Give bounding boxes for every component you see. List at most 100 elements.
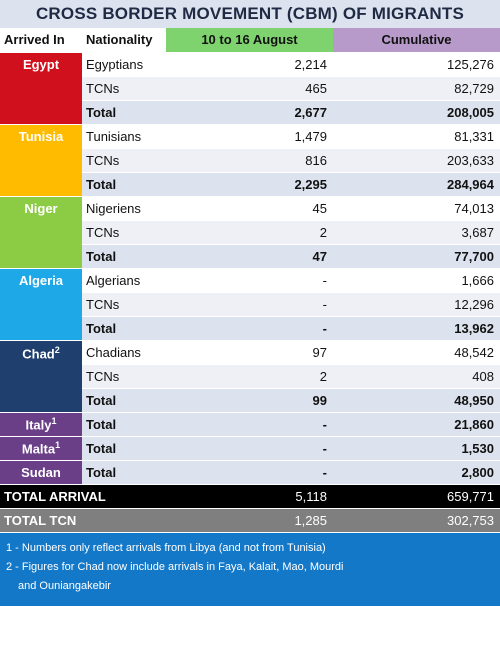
cumulative-cell: 3,687 — [333, 220, 500, 245]
nationality-cell: Total — [82, 316, 166, 341]
table-row-total: Sudan Total - 2,800 — [0, 460, 500, 485]
week-cell: - — [166, 460, 333, 485]
cumulative-cell: 81,331 — [333, 124, 500, 149]
table-row: Egypt Egyptians 2,214 125,276 — [0, 52, 500, 125]
nationality-cell: TCNs — [82, 148, 166, 173]
nationality-cell: Algerians — [82, 268, 166, 293]
table-header-row: Arrived In Nationality 10 to 16 August C… — [0, 28, 500, 53]
nationality-cell: Total — [82, 100, 166, 125]
week-cell: 47 — [166, 244, 333, 269]
total-arrival-label: TOTAL ARRIVAL — [0, 484, 166, 509]
week-cell: - — [166, 292, 333, 317]
table-row: Algeria Algerians - 1,666 — [0, 268, 500, 341]
week-cell: 45 — [166, 196, 333, 221]
table-row: TCNs - 12,296 — [0, 292, 500, 317]
cumulative-cell: 203,633 — [333, 148, 500, 173]
total-arrival-week: 5,118 — [166, 484, 333, 509]
table-row-total: Total 99 48,950 — [0, 388, 500, 413]
table-row: TCNs 465 82,729 — [0, 76, 500, 101]
country-sudan: Sudan — [0, 460, 82, 485]
cumulative-cell: 77,700 — [333, 244, 500, 269]
table-row-total: Malta1 Total - 1,530 — [0, 436, 500, 461]
country-tunisia: Tunisia — [0, 124, 82, 197]
table-row-total: Italy1 Total - 21,860 — [0, 412, 500, 437]
cumulative-cell: 408 — [333, 364, 500, 389]
week-cell: 99 — [166, 388, 333, 413]
header-nationality: Nationality — [82, 28, 166, 53]
week-cell: 465 — [166, 76, 333, 101]
country-niger: Niger — [0, 196, 82, 269]
cumulative-cell: 1,530 — [333, 436, 500, 461]
nationality-cell: Nigeriens — [82, 196, 166, 221]
week-cell: 2,677 — [166, 100, 333, 125]
total-arrival-cumulative: 659,771 — [333, 484, 500, 509]
country-algeria: Algeria — [0, 268, 82, 341]
nationality-cell: Total — [82, 388, 166, 413]
nationality-cell: TCNs — [82, 364, 166, 389]
total-tcn-row: TOTAL TCN 1,285 302,753 — [0, 508, 500, 533]
table-row: TCNs 2 408 — [0, 364, 500, 389]
nationality-cell: Egyptians — [82, 52, 166, 77]
week-cell: - — [166, 412, 333, 437]
cumulative-cell: 13,962 — [333, 316, 500, 341]
cumulative-cell: 1,666 — [333, 268, 500, 293]
table-row: Tunisia Tunisians 1,479 81,331 — [0, 124, 500, 197]
nationality-cell: TCNs — [82, 292, 166, 317]
header-arrived-in: Arrived In — [0, 28, 82, 53]
header-cumulative: Cumulative — [333, 28, 500, 53]
cumulative-cell: 125,276 — [333, 52, 500, 77]
week-cell: - — [166, 436, 333, 461]
country-egypt: Egypt — [0, 52, 82, 125]
cumulative-cell: 2,800 — [333, 460, 500, 485]
total-tcn-week: 1,285 — [166, 508, 333, 533]
nationality-cell: Total — [82, 412, 166, 437]
footnote-2-continued: and Ouniangakebir — [18, 579, 111, 592]
country-malta: Malta1 — [0, 436, 82, 461]
week-cell: 816 — [166, 148, 333, 173]
table-row-total: Total 2,295 284,964 — [0, 172, 500, 197]
week-cell: - — [166, 316, 333, 341]
nationality-cell: TCNs — [82, 220, 166, 245]
week-cell: 2 — [166, 220, 333, 245]
country-italy: Italy1 — [0, 412, 82, 437]
nationality-cell: Total — [82, 460, 166, 485]
week-cell: 2,214 — [166, 52, 333, 77]
nationality-cell: Total — [82, 172, 166, 197]
cumulative-cell: 48,542 — [333, 340, 500, 365]
table-row: TCNs 816 203,633 — [0, 148, 500, 173]
nationality-cell: Tunisians — [82, 124, 166, 149]
nationality-cell: Total — [82, 244, 166, 269]
country-chad: Chad2 — [0, 340, 82, 413]
total-arrival-row: TOTAL ARRIVAL 5,118 659,771 — [0, 484, 500, 509]
cumulative-cell: 21,860 — [333, 412, 500, 437]
table-row-total: Total 2,677 208,005 — [0, 100, 500, 125]
header-week: 10 to 16 August — [166, 28, 333, 53]
week-cell: 1,479 — [166, 124, 333, 149]
cumulative-cell: 82,729 — [333, 76, 500, 101]
nationality-cell: TCNs — [82, 76, 166, 101]
nationality-cell: Chadians — [82, 340, 166, 365]
footnote-2: 2 - Figures for Chad now include arrival… — [6, 560, 344, 573]
page-title: CROSS BORDER MOVEMENT (CBM) OF MIGRANTS — [0, 0, 500, 28]
cumulative-cell: 48,950 — [333, 388, 500, 413]
table-row-total: Total 47 77,700 — [0, 244, 500, 269]
week-cell: 97 — [166, 340, 333, 365]
week-cell: 2 — [166, 364, 333, 389]
cumulative-cell: 74,013 — [333, 196, 500, 221]
cumulative-cell: 284,964 — [333, 172, 500, 197]
total-tcn-label: TOTAL TCN — [0, 508, 166, 533]
cumulative-cell: 12,296 — [333, 292, 500, 317]
table-row: TCNs 2 3,687 — [0, 220, 500, 245]
table-row-total: Total - 13,962 — [0, 316, 500, 341]
total-tcn-cumulative: 302,753 — [333, 508, 500, 533]
table-row: Niger Nigeriens 45 74,013 — [0, 196, 500, 269]
week-cell: - — [166, 268, 333, 293]
footnote-1: 1 - Numbers only reflect arrivals from L… — [6, 541, 326, 554]
migrants-table: Arrived In Nationality 10 to 16 August C… — [0, 28, 500, 533]
footnotes: 1 - Numbers only reflect arrivals from L… — [0, 532, 500, 606]
nationality-cell: Total — [82, 436, 166, 461]
cumulative-cell: 208,005 — [333, 100, 500, 125]
week-cell: 2,295 — [166, 172, 333, 197]
table-row: Chad2 Chadians 97 48,542 — [0, 340, 500, 413]
